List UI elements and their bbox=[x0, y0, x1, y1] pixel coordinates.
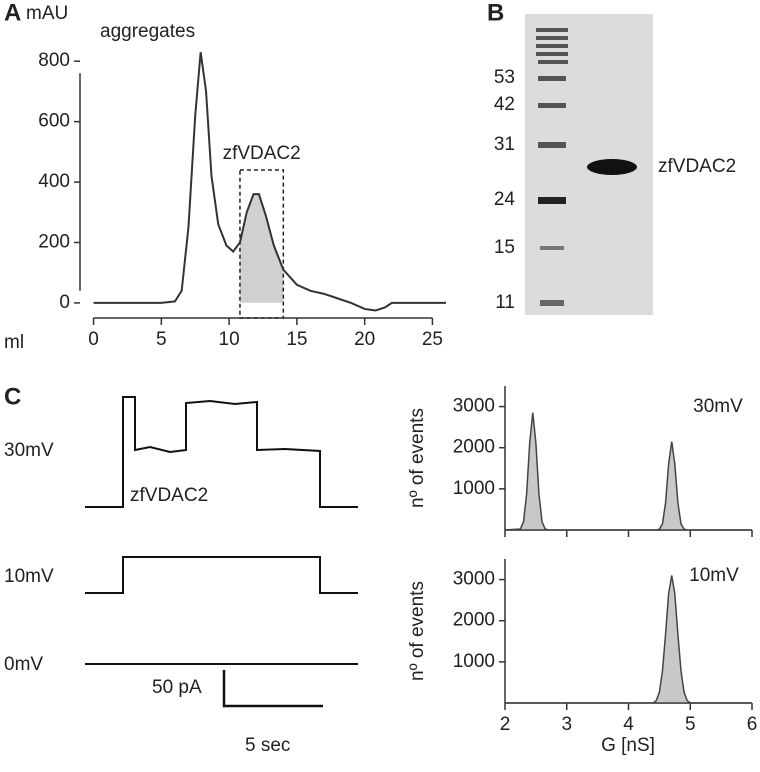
x-tick-label: 0 bbox=[88, 329, 99, 350]
marker-label: 53 bbox=[494, 67, 515, 88]
band-label: zfVDAC2 bbox=[658, 156, 736, 177]
x-tick-label: 25 bbox=[422, 329, 443, 350]
y-axis-label: nº of events bbox=[407, 408, 428, 508]
series-label: 10mV bbox=[689, 565, 739, 586]
protein-band bbox=[587, 159, 637, 175]
voltage-label: 10mV bbox=[4, 566, 54, 587]
x-tick-label: 4 bbox=[623, 714, 634, 735]
series-label: 30mV bbox=[693, 396, 743, 417]
scale-label: 50 pA bbox=[152, 677, 202, 698]
annotation: aggregates bbox=[100, 21, 195, 42]
y-tick-label: 1000 bbox=[453, 651, 495, 672]
y-tick-label: 0 bbox=[59, 292, 70, 313]
x-tick-label: 10 bbox=[219, 329, 240, 350]
x-axis-label: G [nS] bbox=[601, 735, 655, 756]
y-tick-label: 2000 bbox=[453, 610, 495, 631]
y-tick-label: 3000 bbox=[453, 569, 495, 590]
y-tick-label: 2000 bbox=[453, 437, 495, 458]
area bbox=[505, 575, 752, 704]
panel-label: A bbox=[4, 0, 21, 26]
panel-label: B bbox=[487, 0, 504, 26]
x-tick-label: 2 bbox=[500, 714, 511, 735]
line bbox=[93, 52, 446, 312]
x-tick-label: 3 bbox=[561, 714, 572, 735]
voltage-label: 0mV bbox=[4, 654, 43, 675]
marker-label: 42 bbox=[494, 94, 515, 115]
highlight-area bbox=[239, 194, 284, 303]
marker-label: 11 bbox=[495, 292, 515, 313]
voltage-label: 30mV bbox=[4, 440, 54, 461]
y-tick-label: 1000 bbox=[453, 478, 495, 499]
x-tick-label: 5 bbox=[156, 329, 167, 350]
x-tick-label: 20 bbox=[354, 329, 375, 350]
x-axis-label: ml bbox=[4, 332, 24, 353]
x-tick-label: 5 bbox=[685, 714, 696, 735]
y-axis-label: nº of events bbox=[407, 581, 428, 681]
x-tick-label: 15 bbox=[286, 329, 307, 350]
y-axis-label: mAU bbox=[26, 3, 68, 24]
marker-label: 15 bbox=[494, 237, 515, 258]
panel-label: C bbox=[4, 383, 21, 410]
marker-label: 24 bbox=[494, 189, 516, 210]
x-tick-label: 6 bbox=[747, 714, 758, 735]
annotation: zfVDAC2 bbox=[130, 485, 208, 506]
y-tick-label: 800 bbox=[38, 50, 70, 71]
highlight-label: zfVDAC2 bbox=[223, 143, 301, 164]
y-tick-label: 400 bbox=[38, 171, 70, 192]
scale-label: 5 sec bbox=[245, 735, 290, 756]
y-tick-label: 200 bbox=[38, 232, 70, 253]
y-tick-label: 600 bbox=[38, 111, 70, 132]
y-tick-label: 3000 bbox=[453, 396, 495, 417]
current-traces bbox=[85, 396, 358, 708]
marker-label: 31 bbox=[494, 134, 515, 155]
area bbox=[504, 412, 752, 531]
ladder bbox=[536, 28, 568, 306]
